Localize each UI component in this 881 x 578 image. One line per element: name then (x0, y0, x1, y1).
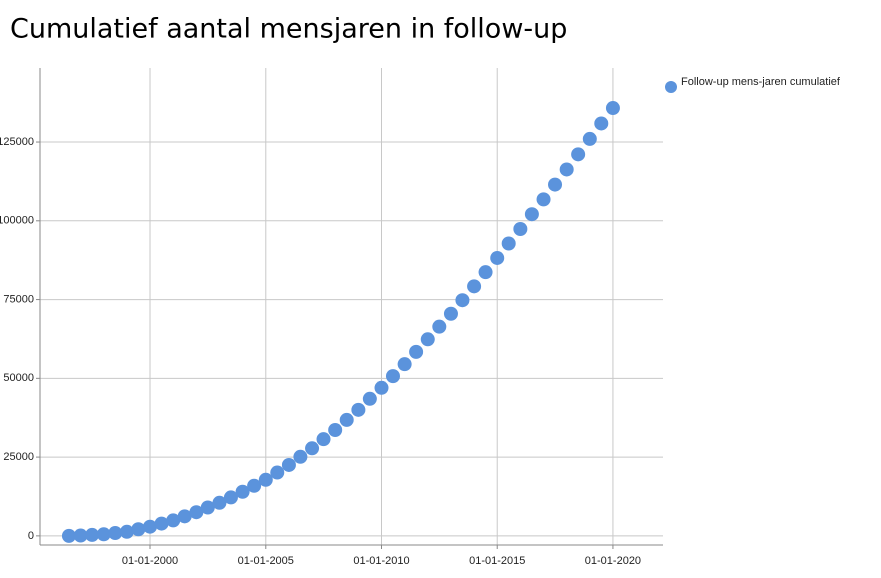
y-tick-label: 75000 (3, 293, 34, 305)
point (490, 250, 505, 265)
point (108, 526, 123, 541)
point (443, 306, 458, 321)
point (513, 221, 528, 236)
legend-marker (665, 81, 677, 93)
point (293, 449, 308, 464)
point (594, 116, 609, 131)
point (374, 380, 389, 395)
point (559, 162, 574, 177)
x-tick-label: 01-01-2005 (238, 555, 294, 567)
point (328, 423, 343, 438)
point (73, 528, 88, 543)
point (548, 177, 563, 192)
point (467, 279, 482, 294)
point (501, 236, 516, 251)
point (154, 516, 169, 531)
point (143, 519, 158, 534)
point (177, 509, 192, 524)
point (362, 391, 377, 406)
x-tick-label: 01-01-2020 (585, 555, 641, 567)
point (235, 484, 250, 499)
point (166, 513, 181, 528)
point (316, 432, 331, 447)
point (582, 131, 597, 146)
point (119, 524, 134, 539)
point (397, 357, 412, 372)
y-tick-label: 50000 (3, 372, 34, 384)
point (212, 495, 227, 510)
point (247, 478, 262, 493)
point (61, 528, 76, 543)
point (270, 465, 285, 480)
point (571, 147, 586, 162)
point (96, 527, 111, 542)
y-tick-label: 25000 (3, 451, 34, 463)
point (131, 522, 146, 537)
point (420, 332, 435, 347)
point (455, 293, 470, 308)
point (432, 319, 447, 334)
point (258, 472, 273, 487)
point (189, 505, 204, 520)
x-tick-label: 01-01-2015 (469, 555, 525, 567)
chart-title: Cumulatief aantal mensjaren in follow-up (10, 14, 567, 45)
point (339, 412, 354, 427)
point (85, 527, 100, 542)
point (305, 441, 320, 456)
point (385, 369, 400, 384)
point (605, 101, 620, 116)
legend-label: Follow-up mens-jaren cumulatief (681, 76, 841, 88)
point (536, 192, 551, 207)
point (281, 457, 296, 472)
point (351, 402, 366, 417)
point (524, 207, 539, 222)
point (200, 500, 215, 515)
x-tick-label: 01-01-2010 (353, 555, 409, 567)
point (478, 265, 493, 280)
point (409, 344, 424, 359)
y-tick-label: 100000 (0, 215, 34, 227)
y-tick-label: 0 (28, 530, 34, 542)
x-tick-label: 01-01-2000 (122, 555, 178, 567)
y-tick-label: 125000 (0, 136, 34, 148)
point (223, 490, 238, 505)
